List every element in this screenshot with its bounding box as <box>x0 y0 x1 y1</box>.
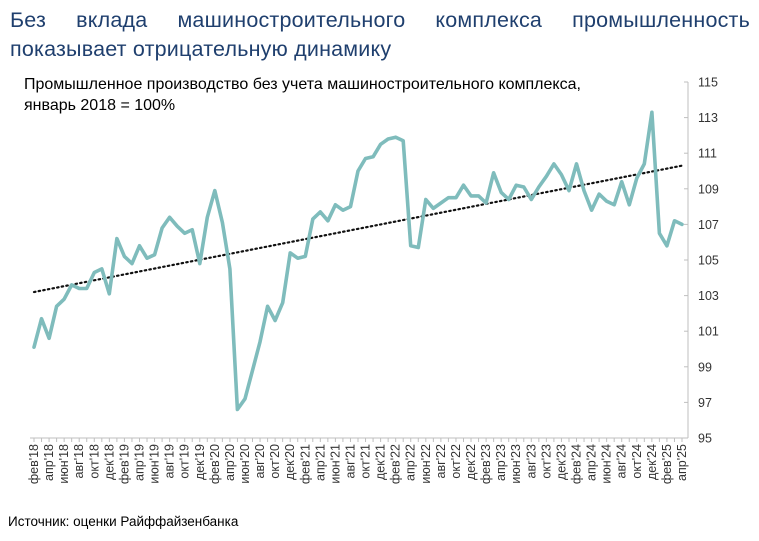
source-note: Источник: оценки Райффайзенбанка <box>8 514 239 529</box>
x-tick-label: фев'20 <box>208 444 222 484</box>
x-tick-label: дек'18 <box>102 444 116 480</box>
x-tick-label: апр'18 <box>42 444 56 481</box>
y-tick-label: 99 <box>698 360 712 374</box>
y-tick-label: 97 <box>698 396 712 410</box>
x-tick-label: окт'22 <box>449 444 463 479</box>
x-tick-label: авг'23 <box>524 444 538 478</box>
x-tick-label: дек'20 <box>283 444 297 480</box>
x-tick-label: апр'25 <box>675 444 689 481</box>
x-axis: фев'18 апр'18 июн'18 авг'18 окт'18 дек'18 фев'… <box>27 437 689 484</box>
x-tick-label: авг'22 <box>434 444 448 478</box>
y-tick-label: 115 <box>698 76 718 90</box>
x-tick-label: дек'21 <box>374 444 388 480</box>
x-tick-label: авг'24 <box>615 444 629 478</box>
x-tick-label: окт'21 <box>359 444 373 479</box>
x-tick-label: фев'18 <box>27 444 41 484</box>
y-tick-label: 95 <box>698 432 712 446</box>
x-tick-label: авг'19 <box>163 444 177 478</box>
x-tick-label: апр'22 <box>404 444 418 481</box>
x-tick-label: окт'24 <box>630 444 644 479</box>
x-tick-label: апр'24 <box>585 444 599 481</box>
x-tick-label: авг'20 <box>253 444 267 478</box>
y-tick-label: 105 <box>698 254 719 268</box>
plot-area <box>32 110 684 412</box>
x-tick-label: фев'19 <box>117 444 131 484</box>
y-axis: 95 97 99 101 103 105 107 109 111 113 115 <box>684 76 719 446</box>
chart-title: Промышленное производство без учета маши… <box>24 76 581 114</box>
x-tick-label: авг'18 <box>72 444 86 478</box>
x-tick-label: окт'20 <box>268 444 282 479</box>
x-tick-label: окт'19 <box>178 444 192 479</box>
x-tick-label: июн'23 <box>509 444 523 484</box>
y-tick-label: 109 <box>698 182 719 196</box>
y-tick-label: 111 <box>698 147 717 161</box>
x-tick-label: дек'23 <box>554 444 568 480</box>
trend-line <box>32 164 684 294</box>
y-tick-label: 113 <box>698 111 718 125</box>
x-tick-label: июн'19 <box>148 444 162 484</box>
x-tick-label: фев'24 <box>570 444 584 484</box>
y-tick-label: 107 <box>698 218 719 232</box>
x-tick-label: окт'18 <box>87 444 101 479</box>
x-tick-label: дек'19 <box>193 444 207 480</box>
x-tick-label: июн'24 <box>600 444 614 484</box>
production-index-line <box>32 110 684 412</box>
x-tick-label: июн'22 <box>419 444 433 484</box>
y-tick-label: 103 <box>698 289 719 303</box>
x-tick-label: фев'23 <box>479 444 493 484</box>
x-tick-label: июн'20 <box>238 444 252 484</box>
x-tick-label: фев'25 <box>660 444 674 484</box>
x-tick-label: фев'22 <box>389 444 403 484</box>
x-tick-label: авг'21 <box>343 444 357 478</box>
x-tick-label: июн'18 <box>57 444 71 484</box>
x-tick-label: апр'23 <box>494 444 508 481</box>
x-tick-label: окт'23 <box>539 444 553 479</box>
x-tick-label: фев'21 <box>298 444 312 484</box>
x-tick-label: дек'24 <box>645 444 659 480</box>
x-tick-label: апр'19 <box>132 444 146 481</box>
x-tick-label: апр'20 <box>223 444 237 481</box>
y-tick-label: 101 <box>698 325 719 339</box>
x-tick-label: июн'21 <box>328 444 342 484</box>
headline: Без вклада машиностроительного комплекса… <box>10 8 750 61</box>
x-tick-label: апр'21 <box>313 444 327 481</box>
x-tick-label: дек'22 <box>464 444 478 480</box>
